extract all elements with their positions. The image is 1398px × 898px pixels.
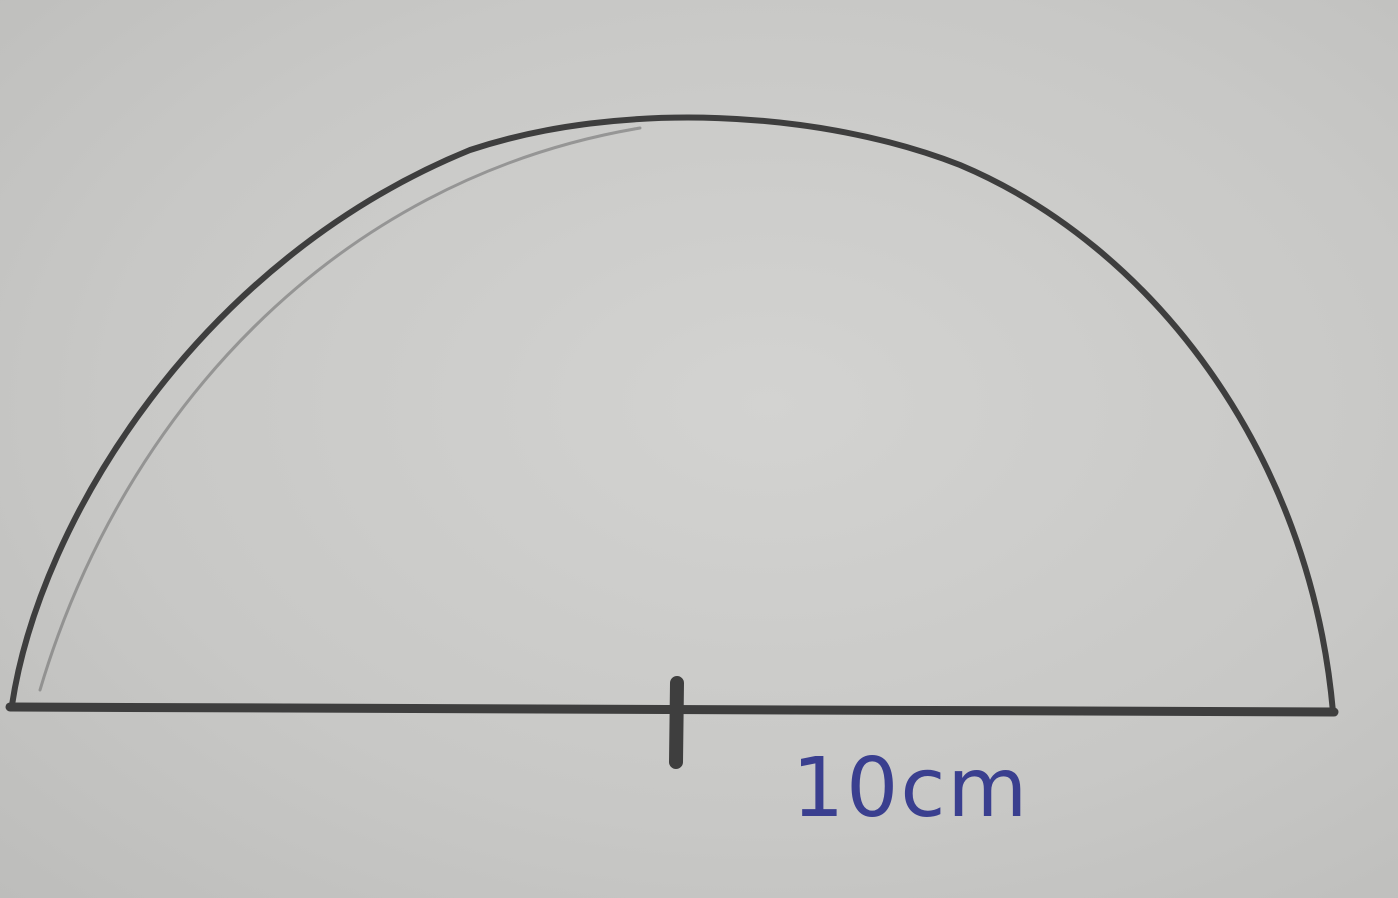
semicircle-arc <box>9 114 1336 715</box>
radius-label: 10cm <box>792 741 1029 836</box>
sketch-stroke <box>38 126 642 692</box>
center-tick-mark <box>669 676 684 769</box>
